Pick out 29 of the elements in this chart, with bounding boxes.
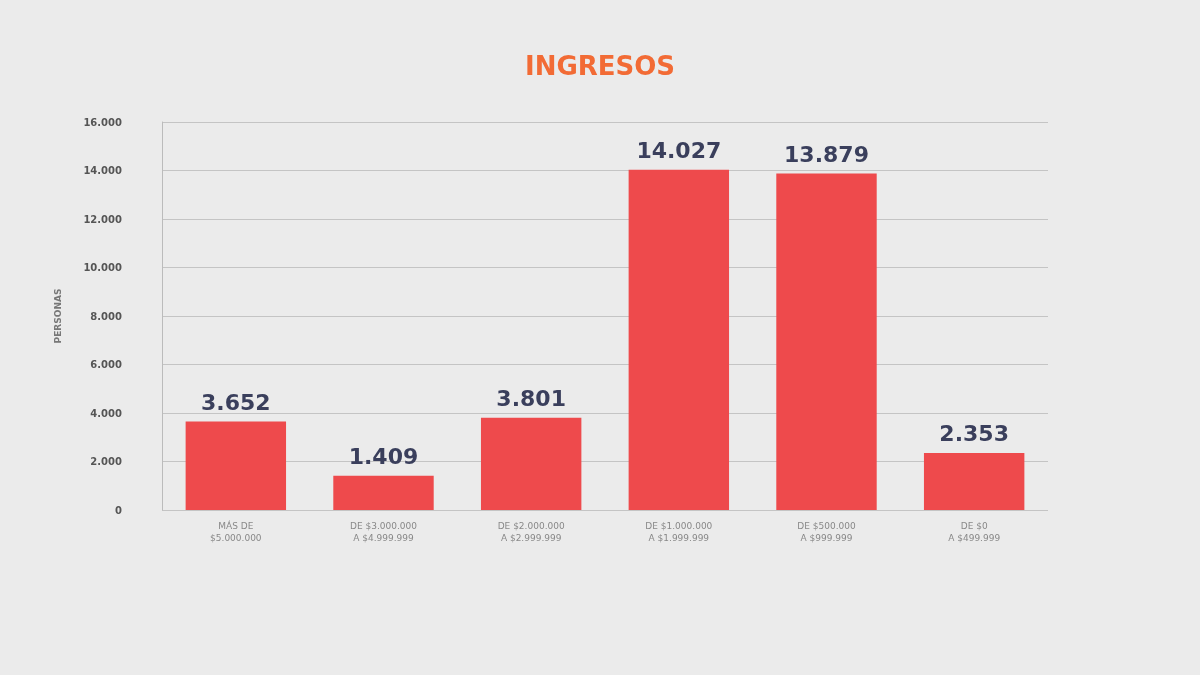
y-tick-label: 2.000 xyxy=(90,456,123,467)
bar xyxy=(776,173,877,510)
x-tick-label: DE $3.000.000 A $4.999.999 xyxy=(349,521,418,543)
bar xyxy=(185,421,287,510)
y-tick-label: 8.000 xyxy=(90,310,123,322)
x-tick-label: MÁS DE $5.000.000 xyxy=(210,520,262,543)
x-tick-label: DE $1.000.000 A $1.999.999 xyxy=(645,521,713,543)
y-tick-label: 14.000 xyxy=(83,165,123,176)
bar xyxy=(480,417,582,510)
x-tick-label: DE $500.000 A $999.999 xyxy=(797,521,856,543)
bar xyxy=(628,169,730,510)
y-tick-label: 16.000 xyxy=(83,116,123,128)
data-label: 3.652 xyxy=(201,389,271,415)
data-label: 13.879 xyxy=(784,141,869,167)
x-tick-label: DE $0 A $499.999 xyxy=(948,521,1001,543)
data-label: 3.801 xyxy=(496,386,566,412)
y-tick-label: 0 xyxy=(115,504,123,516)
bar xyxy=(923,452,1025,510)
data-label: 1.409 xyxy=(348,444,419,470)
y-tick-label: 12.000 xyxy=(83,213,123,225)
y-tick-label: 6.000 xyxy=(90,359,123,370)
data-label: 2.353 xyxy=(939,421,1009,447)
x-tick-label: DE $2.000.000 A $2.999.999 xyxy=(497,521,565,543)
chart-title: INGRESOS xyxy=(524,51,676,81)
y-axis-title: PERSONAS xyxy=(52,288,63,344)
y-tick-label: 10.000 xyxy=(83,262,123,273)
data-label: 14.027 xyxy=(636,138,722,164)
y-tick-label: 4.000 xyxy=(90,407,123,419)
bar xyxy=(333,475,434,510)
